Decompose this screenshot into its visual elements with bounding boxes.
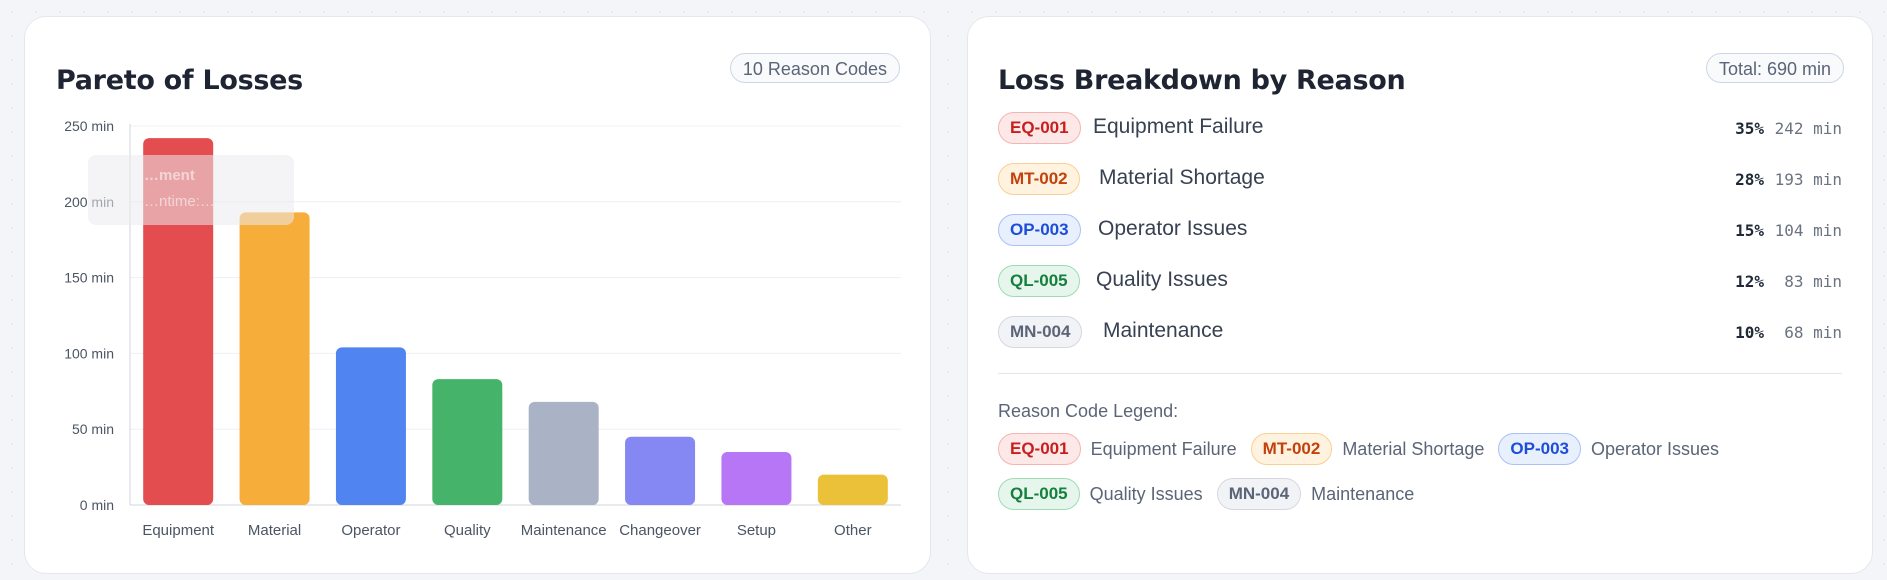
tooltip-value: …ntime:… xyxy=(144,193,215,210)
loss-row: QL-005 Quality Issues 12% 83 min xyxy=(998,263,1842,299)
loss-minutes: 68 min xyxy=(1784,323,1842,342)
x-tick-label: Material xyxy=(248,522,301,539)
reason-code-badge: OP-003 xyxy=(998,214,1081,246)
loss-percent: 15% xyxy=(1735,221,1764,240)
x-tick-label: Quality xyxy=(444,522,491,539)
breakdown-card: Loss Breakdown by Reason Total: 690 min … xyxy=(967,16,1873,574)
legend-title: Reason Code Legend: xyxy=(998,401,1179,421)
y-tick-label: 250 min xyxy=(64,118,114,134)
pareto-title: Pareto of Losses xyxy=(56,65,303,96)
loss-percent: 10% xyxy=(1735,323,1764,342)
breakdown-title: Loss Breakdown by Reason xyxy=(998,65,1406,96)
x-tick-label: Changeover xyxy=(619,522,701,539)
loss-row: MN-004 Maintenance 10% 68 min xyxy=(998,314,1842,350)
x-tick-label: Other xyxy=(834,522,872,539)
pareto-card: Pareto of Losses 10 Reason Codes 0 min 50… xyxy=(24,16,931,574)
loss-row: EQ-001 Equipment Failure 35% 242 min xyxy=(998,110,1842,146)
y-tick-label: 50 min xyxy=(72,421,114,437)
legend-code-badge: MN-004 xyxy=(1216,478,1302,510)
bar-operator xyxy=(335,347,406,505)
total-badge: Total: 690 min xyxy=(1705,53,1844,83)
reason-code-badge: MT-002 xyxy=(998,163,1080,195)
bar-setup xyxy=(721,451,792,505)
reason-name: Maintenance xyxy=(1103,319,1224,342)
reason-name: Operator Issues xyxy=(1098,217,1248,240)
legend-label: Operator Issues xyxy=(1590,438,1720,459)
y-tick-label: 0 min xyxy=(80,497,114,513)
legend-label: Equipment Failure xyxy=(1090,438,1237,459)
loss-row: MT-002 Material Shortage 28% 193 min xyxy=(998,161,1842,197)
legend-label: Material Shortage xyxy=(1342,438,1485,459)
y-tick-label: 100 min xyxy=(64,345,114,361)
legend-label: Maintenance xyxy=(1311,483,1415,504)
x-tick-label: Equipment xyxy=(142,522,215,539)
loss-percent: 12% xyxy=(1735,272,1764,291)
bar-changeover xyxy=(625,436,696,505)
reason-code-badge: QL-005 xyxy=(998,265,1080,297)
legend-label: Quality Issues xyxy=(1089,483,1203,504)
bar-material xyxy=(239,212,310,506)
reason-code-badge: MN-004 xyxy=(998,316,1083,348)
reason-name: Material Shortage xyxy=(1099,166,1265,189)
loss-minutes: 83 min xyxy=(1784,272,1842,291)
divider xyxy=(998,373,1842,374)
bar-quality xyxy=(432,379,503,505)
loss-percent: 35% xyxy=(1735,119,1764,138)
legend-code-badge: QL-005 xyxy=(998,478,1080,510)
legend-line: EQ-001 Equipment Failure MT-002 Material Sh… xyxy=(998,433,1733,467)
reason-code-badge: EQ-001 xyxy=(998,112,1081,144)
x-tick-label: Operator xyxy=(341,522,400,539)
x-tick-label: Setup xyxy=(737,522,776,539)
bar-other xyxy=(817,474,888,505)
loss-minutes: 242 min xyxy=(1774,119,1842,138)
loss-percent: 28% xyxy=(1735,170,1764,189)
reason-name: Equipment Failure xyxy=(1093,115,1264,138)
reason-codes-badge: 10 Reason Codes xyxy=(729,53,900,83)
chart-tooltip: …ment …ntime:… xyxy=(88,155,294,225)
legend-line: QL-005 Quality Issues MN-004 Maintenance xyxy=(998,478,1428,512)
legend-code-badge: EQ-001 xyxy=(998,433,1081,465)
y-tick-label: 150 min xyxy=(64,270,114,286)
legend-code-badge: OP-003 xyxy=(1498,433,1581,465)
x-tick-label: Maintenance xyxy=(521,522,607,539)
legend-code-badge: MT-002 xyxy=(1250,433,1333,465)
loss-row: OP-003 Operator Issues 15% 104 min xyxy=(998,212,1842,248)
reason-name: Quality Issues xyxy=(1096,268,1228,291)
loss-minutes: 193 min xyxy=(1774,170,1842,189)
bar-equipment xyxy=(143,138,214,505)
bar-maintenance xyxy=(528,401,599,505)
loss-minutes: 104 min xyxy=(1774,221,1842,240)
tooltip-title: …ment xyxy=(144,167,195,184)
